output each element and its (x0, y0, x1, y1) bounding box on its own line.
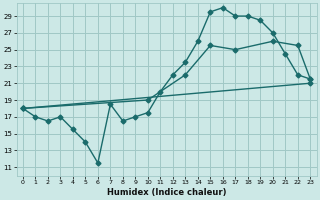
X-axis label: Humidex (Indice chaleur): Humidex (Indice chaleur) (107, 188, 226, 197)
